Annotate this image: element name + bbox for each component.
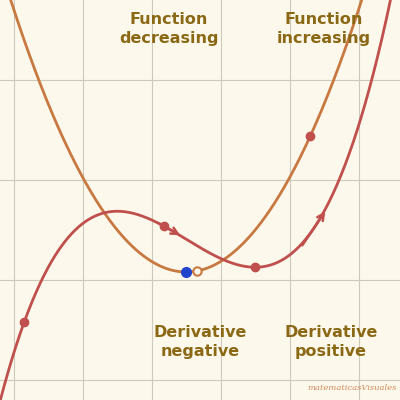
Text: Function
decreasing: Function decreasing — [119, 12, 219, 46]
Text: Derivative
negative: Derivative negative — [153, 325, 247, 358]
Text: matematicasVisuales: matematicasVisuales — [307, 384, 396, 392]
Text: Derivative
positive: Derivative positive — [284, 325, 378, 358]
Text: Function
increasing: Function increasing — [277, 12, 371, 46]
